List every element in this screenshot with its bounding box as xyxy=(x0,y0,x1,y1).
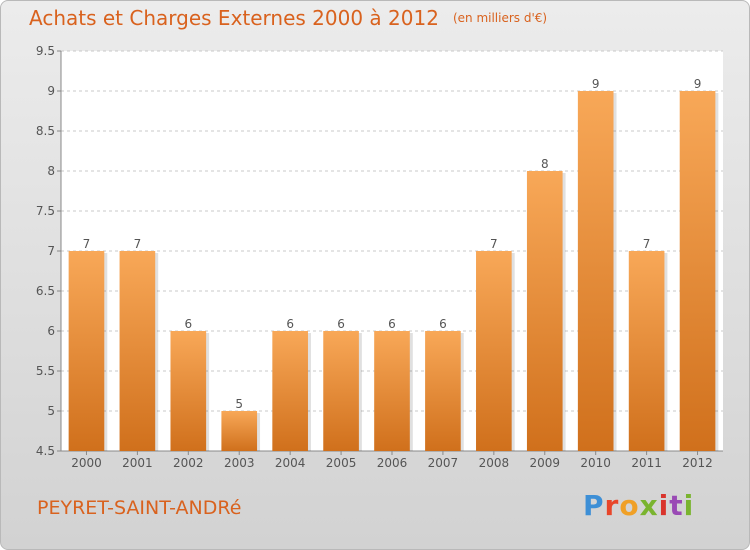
data-label-2002: 6 xyxy=(184,317,192,331)
chart-unit: (en milliers d'€) xyxy=(452,11,548,25)
bar-2003 xyxy=(221,411,258,451)
place-name: PEYRET-SAINT-ANDRé xyxy=(37,497,242,519)
bar-2004 xyxy=(272,331,308,451)
y-tick-label: 7 xyxy=(47,244,55,258)
y-tick-label: 8.5 xyxy=(36,124,55,138)
x-tick-label: 2002 xyxy=(173,456,204,470)
proxiti-logo: Proxiti xyxy=(583,489,695,522)
bar-2009 xyxy=(526,171,563,451)
data-label-2003: 5 xyxy=(235,397,243,411)
x-tick-label: 2011 xyxy=(631,456,662,470)
data-label-2012: 9 xyxy=(694,77,702,91)
bar-2008 xyxy=(476,251,512,451)
x-tick-label: 2000 xyxy=(71,456,102,470)
bar-2006 xyxy=(374,331,410,451)
x-tick-label: 2008 xyxy=(479,456,510,470)
x-tick-label: 2001 xyxy=(122,456,153,470)
x-tick-label: 2004 xyxy=(275,456,306,470)
data-label-2000: 7 xyxy=(83,237,91,251)
data-label-2007: 6 xyxy=(439,317,447,331)
chart-title: Achats et Charges Externes 2000 à 2012 (e… xyxy=(29,6,547,30)
bar-2012 xyxy=(679,91,716,451)
x-tick-label: 2006 xyxy=(377,456,408,470)
data-label-2001: 7 xyxy=(134,237,142,251)
y-tick-label: 9 xyxy=(47,84,55,98)
bar-2010 xyxy=(577,91,614,451)
bar-2000 xyxy=(68,251,105,451)
x-tick-label: 2012 xyxy=(682,456,713,470)
data-label-2009: 8 xyxy=(541,157,549,171)
bar-2002 xyxy=(170,331,207,451)
x-tick-label: 2010 xyxy=(580,456,611,470)
x-tick-label: 2005 xyxy=(326,456,357,470)
chart-title-text: Achats et Charges Externes 2000 à 2012 xyxy=(29,6,439,30)
data-label-2011: 7 xyxy=(643,237,651,251)
y-tick-label: 8 xyxy=(47,164,55,178)
x-tick-label: 2003 xyxy=(224,456,255,470)
bar-2001 xyxy=(119,251,156,451)
y-tick-label: 4.5 xyxy=(36,444,55,458)
y-tick-label: 7.5 xyxy=(36,204,55,218)
data-label-2008: 7 xyxy=(490,237,498,251)
y-tick-label: 5 xyxy=(47,404,55,418)
data-label-2006: 6 xyxy=(388,317,396,331)
y-tick-label: 6 xyxy=(47,324,55,338)
data-label-2010: 9 xyxy=(592,77,600,91)
data-label-2005: 6 xyxy=(337,317,345,331)
x-tick-label: 2007 xyxy=(428,456,459,470)
bar-2007 xyxy=(425,331,461,451)
x-tick-label: 2009 xyxy=(529,456,560,470)
bar-2011 xyxy=(628,251,665,451)
data-label-2004: 6 xyxy=(286,317,294,331)
bar-2005 xyxy=(323,331,359,451)
y-tick-label: 6.5 xyxy=(36,284,55,298)
y-tick-label: 5.5 xyxy=(36,364,55,378)
y-tick-label: 9.5 xyxy=(36,44,55,58)
